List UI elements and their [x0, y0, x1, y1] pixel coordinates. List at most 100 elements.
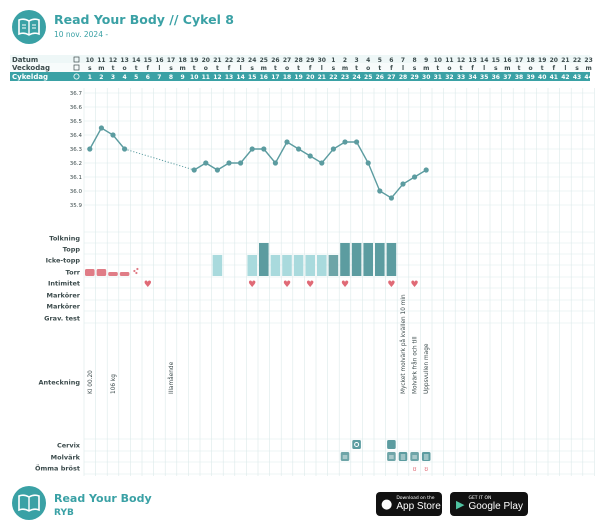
cycle-chart: DatumVeckodagCykeldag10s111m212t313o414t… [10, 55, 595, 476]
app-store-badge[interactable]: ● Download on the App Store [376, 492, 442, 516]
temperature-point [272, 160, 278, 166]
weekday-label: f [552, 65, 555, 72]
cycle-day-label: 16 [260, 74, 268, 81]
date-label: 11 [445, 57, 453, 64]
date-label: 13 [468, 57, 476, 64]
header-row-veckodag-bg [10, 63, 590, 72]
date-label: 23 [236, 57, 244, 64]
y-tick-label: 36.7 [70, 91, 83, 97]
icke-topp-bar [340, 255, 350, 276]
weekday-label: o [123, 65, 127, 72]
temperature-line [193, 141, 427, 199]
heart-icon: ♥ [411, 280, 419, 290]
heart-icon: ♥ [306, 280, 314, 290]
row-label-veckodag: Veckodag [12, 64, 50, 72]
date-label: 12 [457, 57, 465, 64]
date-label: 14 [132, 57, 140, 64]
temperature-point [191, 167, 197, 173]
y-tick-label: 36.6 [70, 105, 83, 111]
temperature-point [122, 146, 128, 152]
weekday-label: t [436, 65, 439, 72]
date-label: 10 [434, 57, 442, 64]
book-icon [18, 18, 40, 36]
torr-bar [119, 272, 130, 276]
cycle-day-label: 27 [387, 74, 395, 81]
date-label: 11 [97, 57, 105, 64]
date-label: 17 [167, 57, 175, 64]
cycle-day-label: 25 [364, 74, 372, 81]
cycle-day-label: 21 [318, 74, 326, 81]
date-label: 8 [413, 57, 417, 64]
cycle-day-label: 11 [202, 74, 210, 81]
weekday-label: s [250, 65, 254, 72]
date-label: 19 [190, 57, 198, 64]
temperature-point [307, 153, 313, 159]
y-tick-label: 36.5 [70, 119, 83, 125]
weekday-label: s [332, 65, 336, 72]
torr-bar [96, 269, 107, 276]
google-play-badge[interactable]: ▶ GET IT ON Google Play [450, 492, 528, 516]
cycle-day-label: 30 [422, 74, 430, 81]
heart-icon: ♥ [341, 280, 349, 290]
date-label: 9 [424, 57, 428, 64]
torr-dot [136, 267, 139, 271]
topp-bar [363, 243, 373, 255]
temperature-point [203, 160, 209, 166]
weekday-label: f [390, 65, 393, 72]
row-label-torr: Torr [66, 269, 81, 277]
weekday-label: o [285, 65, 289, 72]
calendar-icon [73, 56, 80, 63]
weekday-label: t [216, 65, 219, 72]
temperature-point [330, 146, 336, 152]
topp-bar [375, 243, 385, 255]
weekday-label: m [179, 65, 185, 72]
date-label: 20 [550, 57, 558, 64]
date-label: 10 [86, 57, 94, 64]
date-label: 18 [526, 57, 534, 64]
weekday-label: o [529, 65, 533, 72]
weekday-label: l [483, 65, 485, 72]
row-label-markorer2: Markörer [47, 303, 81, 311]
date-label: 2 [343, 57, 347, 64]
weekday-label: f [309, 65, 312, 72]
footer-logo [12, 486, 46, 520]
cycle-day-label: 42 [561, 74, 569, 81]
temperature-point [238, 160, 244, 166]
torr-bar [85, 269, 95, 276]
icke-topp-bar [386, 255, 397, 276]
molvark-marker [398, 452, 408, 461]
weekday-label: t [378, 65, 381, 72]
cycle-day-label: 26 [376, 74, 384, 81]
google-play-big: Google Play [468, 501, 523, 512]
page-title: Read Your Body // Cykel 8 [54, 12, 234, 27]
app-logo [12, 10, 46, 44]
date-label: 4 [366, 57, 370, 64]
note-text: Mycket molvärk på kvällen 10 min [400, 294, 407, 394]
date-label: 28 [294, 57, 302, 64]
cycle-day-label: 4 [123, 74, 127, 81]
weekday-label: s [575, 65, 579, 72]
weekday-label: m [423, 65, 429, 72]
weekday-label: f [146, 65, 149, 72]
cycle-day-label: 40 [538, 74, 546, 81]
row-label-intimitet: Intimitet [48, 280, 80, 288]
date-label: 30 [318, 57, 326, 64]
row-label-tolkning: Tolkning [49, 235, 80, 243]
cycle-day-label: 5 [134, 74, 138, 81]
weekday-label: f [228, 65, 231, 72]
cycle-day-label: 14 [236, 74, 244, 81]
date-label: 21 [561, 57, 569, 64]
heart-icon: ♥ [248, 280, 256, 290]
cycle-day-label: 9 [181, 74, 185, 81]
date-label: 1 [331, 57, 335, 64]
cycle-day-label: 41 [550, 74, 558, 81]
date-label: 22 [573, 57, 581, 64]
date-label: 15 [492, 57, 500, 64]
cycle-day-label: 39 [526, 74, 534, 81]
weekday-label: s [88, 65, 92, 72]
date-label: 15 [144, 57, 152, 64]
row-label-anteckning: Anteckning [39, 379, 81, 387]
note-text: Uppsvullen mage [424, 343, 430, 394]
y-tick-label: 36.2 [70, 161, 82, 167]
row-label-topp: Topp [63, 246, 81, 254]
